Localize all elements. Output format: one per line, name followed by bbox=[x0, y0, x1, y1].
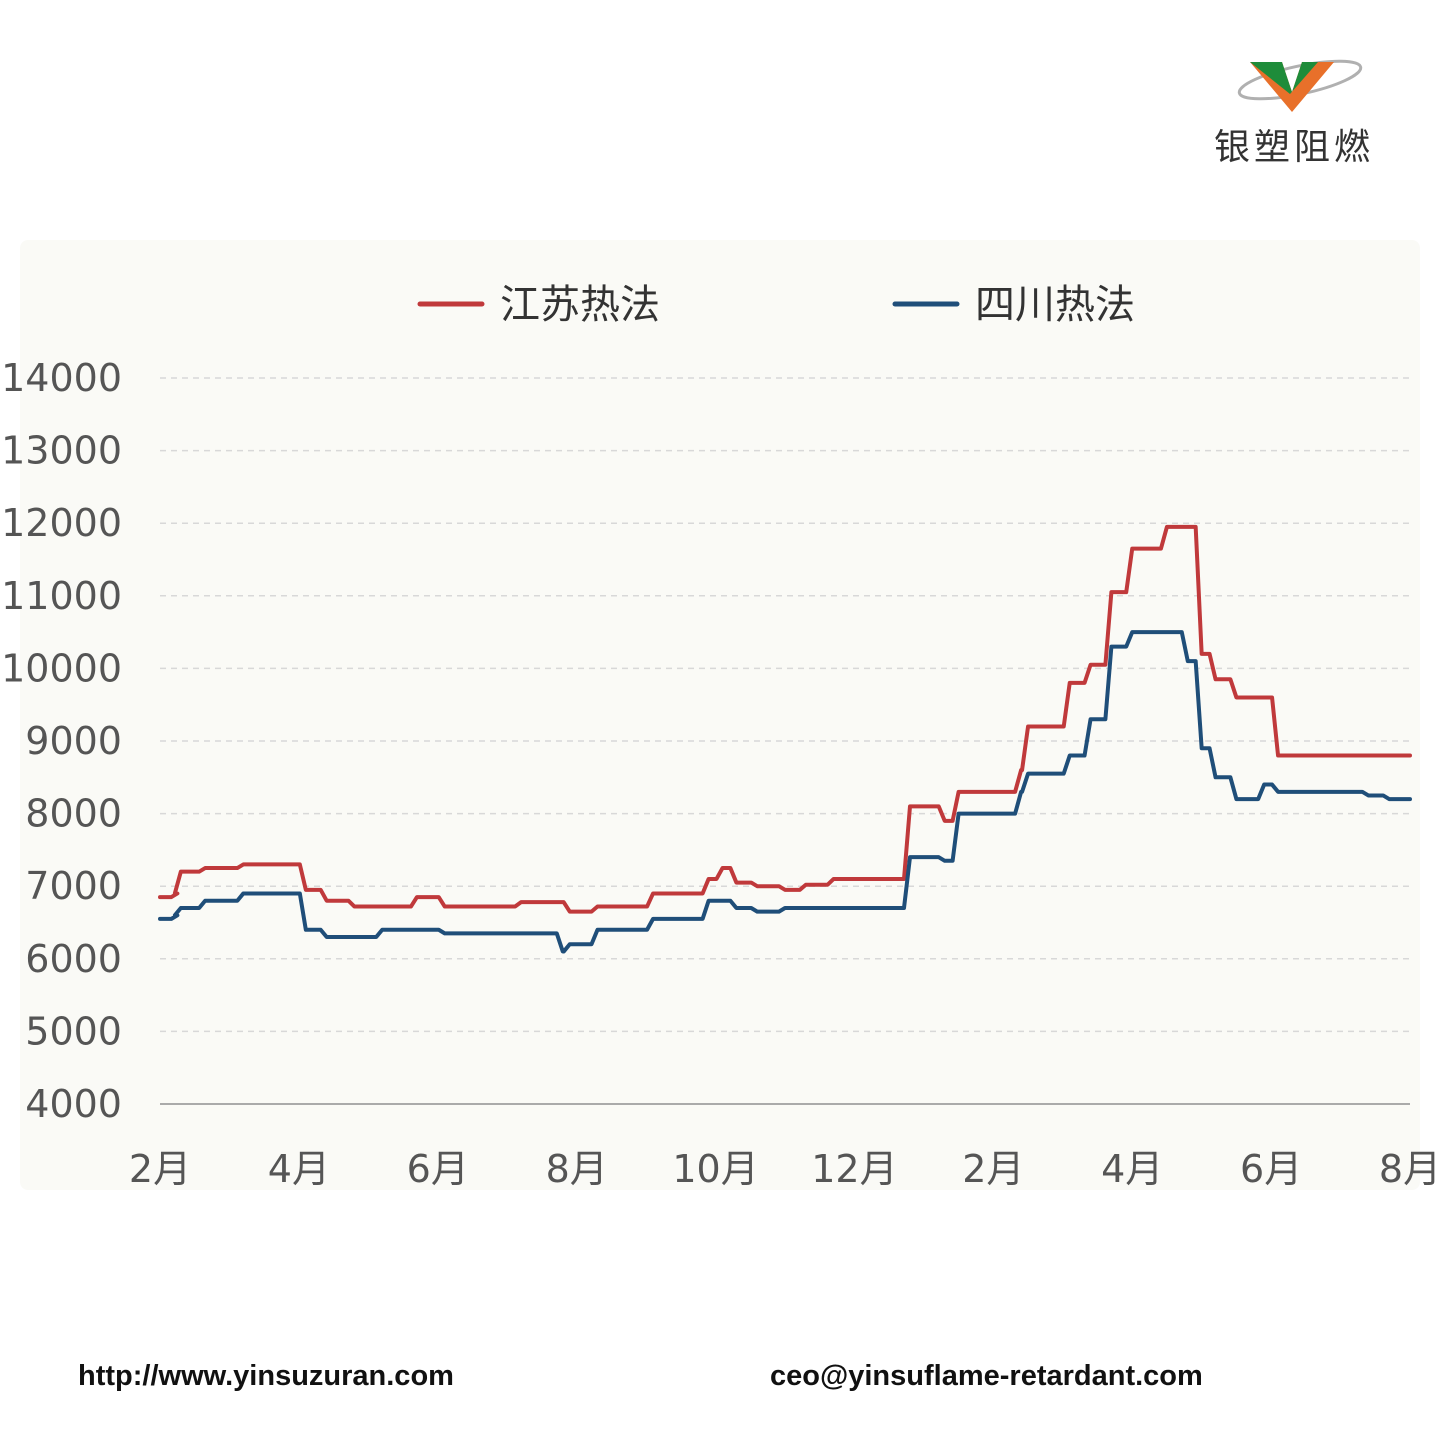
y-tick-label: 4000 bbox=[25, 1082, 122, 1126]
y-tick-label: 11000 bbox=[1, 574, 122, 618]
y-tick-label: 13000 bbox=[1, 429, 122, 473]
y-tick-label: 8000 bbox=[25, 792, 122, 836]
x-tick-label: 8月 bbox=[546, 1147, 608, 1191]
x-tick-label: 6月 bbox=[1240, 1147, 1302, 1191]
y-tick-label: 14000 bbox=[1, 356, 122, 400]
x-tick-label: 6月 bbox=[407, 1147, 469, 1191]
x-tick-label: 4月 bbox=[268, 1147, 330, 1191]
y-tick-label: 6000 bbox=[25, 937, 122, 981]
series-line-1 bbox=[158, 524, 1412, 914]
y-tick-label: 9000 bbox=[25, 719, 122, 763]
legend-label-1: 江苏热法 bbox=[500, 282, 660, 328]
x-tick-label: 4月 bbox=[1101, 1147, 1163, 1191]
x-tick-label: 10月 bbox=[672, 1147, 758, 1191]
y-tick-label: 10000 bbox=[1, 646, 122, 690]
series-line-2 bbox=[158, 630, 1412, 954]
y-tick-label: 5000 bbox=[25, 1009, 122, 1053]
x-tick-label: 12月 bbox=[811, 1147, 897, 1191]
x-tick-label: 2月 bbox=[129, 1147, 191, 1191]
logo-v-icon bbox=[1237, 59, 1363, 112]
y-tick-label: 12000 bbox=[1, 501, 122, 545]
price-line-chart: 4000 5000 6000 7000 8000 9000 10000 11000 12000 1… bbox=[1, 282, 1440, 1191]
logo-text: 银塑阻燃 bbox=[1214, 127, 1375, 168]
website-link[interactable]: http://www.yinsuzuran.com bbox=[78, 1360, 454, 1392]
y-tick-label: 7000 bbox=[25, 864, 122, 908]
email-link[interactable]: ceo@yinsuflame-retardant.com bbox=[770, 1360, 1203, 1392]
chart-container: 4000 5000 6000 7000 8000 9000 10000 11000 12000 1… bbox=[0, 240, 1440, 1200]
brand-logo: 银塑阻燃 bbox=[1200, 50, 1400, 170]
x-tick-label: 8月 bbox=[1379, 1147, 1440, 1191]
legend-label-2: 四川热法 bbox=[975, 282, 1135, 328]
x-tick-label: 2月 bbox=[962, 1147, 1024, 1191]
